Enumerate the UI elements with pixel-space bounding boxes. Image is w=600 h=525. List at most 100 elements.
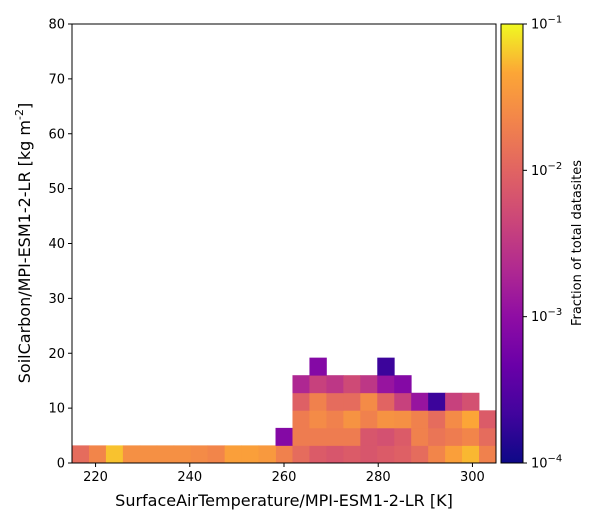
y-axis-label-main: SoilCarbon/MPI-ESM1-2-LR [kg m (15, 120, 34, 383)
y-tick-label: 10 (48, 402, 65, 417)
heatmap-cell (360, 392, 378, 411)
y-tick-label: 40 (48, 237, 65, 252)
heatmap-cell (139, 445, 158, 464)
heatmap-cell (275, 427, 293, 446)
y-tick-label: 50 (48, 182, 65, 197)
heatmap-cell (411, 427, 429, 446)
heatmap-cell (428, 427, 446, 446)
heatmap-cell (360, 445, 378, 464)
plot-background (72, 24, 496, 463)
heatmap-cell (88, 445, 107, 464)
heatmap-cell (309, 427, 327, 446)
heatmap-cell (445, 427, 463, 446)
heatmap-cell (377, 445, 395, 464)
heatmap-cell (292, 392, 310, 411)
x-tick-label: 300 (460, 470, 485, 485)
colorbar-label: Fraction of total datasites (570, 160, 585, 326)
heatmap-cell (292, 410, 310, 429)
heatmap-cell (326, 445, 344, 464)
heatmap-cell (190, 445, 209, 464)
heatmap-cell (326, 375, 344, 394)
y-tick-label: 80 (48, 18, 65, 33)
colorbar-tick-label: 10−1 (531, 15, 562, 33)
heatmap-cell (72, 445, 90, 464)
y-tick-label: 20 (48, 347, 65, 362)
colorbar-frame (500, 23, 524, 464)
heatmap-cell (326, 410, 344, 429)
heatmap-cell (445, 445, 463, 464)
heatmap-cell (292, 445, 310, 464)
heatmap-cell (377, 410, 395, 429)
heatmap-cell (309, 392, 327, 411)
x-tick-label: 280 (366, 470, 391, 485)
x-axis-label: SurfaceAirTemperature/MPI-ESM1-2-LR [K] (115, 491, 453, 510)
heatmap-cell (309, 357, 327, 376)
colorbar-ticks: 10−4 10−3 10−2 10−1 (523, 15, 562, 472)
heatmap-cell (275, 445, 293, 464)
heatmap-cell (309, 375, 327, 394)
heatmap-cell (377, 392, 395, 411)
heatmap-cell (258, 445, 276, 464)
heatmap-cell (105, 445, 124, 464)
colorbar: 10−4 10−3 10−2 10−1 Fraction of total datas… (500, 15, 585, 472)
y-axis-ticks: 0 10 20 30 40 50 60 70 80 (48, 18, 72, 472)
x-tick-label: 260 (272, 470, 297, 485)
heatmap-cell (394, 427, 412, 446)
heatmap-cell (360, 410, 378, 429)
heatmap-cell (173, 445, 192, 464)
heatmap-cell (309, 410, 327, 429)
heatmap-cell (479, 445, 497, 464)
y-axis-label-end: ] (15, 103, 34, 109)
x-tick-label: 240 (177, 470, 202, 485)
heatmap-cell (445, 410, 463, 429)
heatmap-cell (411, 392, 429, 411)
heatmap-cells (72, 357, 497, 464)
y-tick-label: 70 (48, 72, 65, 87)
y-tick-label: 0 (57, 457, 65, 472)
heatmap-cell (394, 410, 412, 429)
heatmap-cell (411, 445, 429, 464)
heatmap-cell (326, 427, 344, 446)
heatmap-cell (343, 445, 361, 464)
heatmap-cell (360, 375, 378, 394)
heatmap-cell (445, 392, 463, 411)
heatmap-cell (428, 410, 446, 429)
heatmap-cell (462, 410, 480, 429)
heatmap-cell (343, 392, 361, 411)
heatmap-cell (207, 445, 226, 464)
y-tick-label: 30 (48, 292, 65, 307)
heatmap-cell (326, 392, 344, 411)
colorbar-tick-label: 10−3 (531, 307, 562, 325)
heatmap-cell (428, 392, 446, 411)
y-tick-label: 60 (48, 127, 65, 142)
heatmap-cell (224, 445, 242, 464)
heatmap-cell (343, 427, 361, 446)
heatmap-cell (394, 392, 412, 411)
heatmap-cell (377, 427, 395, 446)
heatmap-cell (122, 445, 141, 464)
y-axis-label-sup: -2 (13, 109, 26, 120)
heatmap-cell (292, 427, 310, 446)
colorbar-tick-label: 10−2 (531, 161, 562, 179)
y-axis-label: SoilCarbon/MPI-ESM1-2-LR [kg m-2] (13, 103, 34, 383)
heatmap-cell (309, 445, 327, 464)
colorbar-gradient (501, 24, 523, 463)
heatmap-cell (428, 445, 446, 464)
heatmap-cell (394, 375, 412, 394)
heatmap-cell (462, 427, 480, 446)
heatmap-cell (479, 410, 497, 429)
colorbar-tick-label: 10−4 (531, 454, 562, 472)
heatmap-cell (377, 357, 395, 376)
heatmap-cell (411, 410, 429, 429)
heatmap-cell (462, 392, 480, 411)
heatmap-cell (479, 427, 497, 446)
heatmap-cell (462, 445, 480, 464)
x-tick-label: 220 (83, 470, 108, 485)
heatmap-cell (156, 445, 175, 464)
plot-area (71, 23, 497, 464)
heatmap-cell (343, 375, 361, 394)
heatmap-cell (292, 375, 310, 394)
x-axis-ticks: 220 240 260 280 300 (83, 463, 485, 485)
heatmap-cell (360, 427, 378, 446)
